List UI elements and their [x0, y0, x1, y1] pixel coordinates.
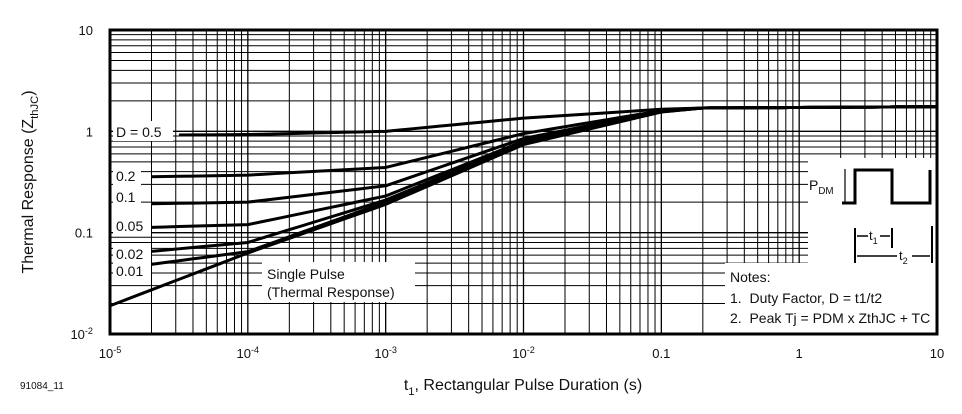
pulse-diagram-bg	[808, 158, 937, 263]
t2-label: t2	[899, 248, 908, 266]
notes-title: Notes:	[730, 269, 770, 285]
plot-frame	[108, 28, 939, 336]
series-label: 0.05	[116, 218, 143, 234]
single-pulse-label: (Thermal Response)	[267, 284, 395, 300]
x-tick-label: 0.1	[652, 346, 670, 361]
pulse-waveform	[842, 168, 932, 205]
series-line-single-pulse	[109, 105, 938, 308]
x-tick-label: 1	[796, 346, 803, 361]
notes-bg	[725, 263, 937, 333]
series-label: 0.01	[116, 263, 143, 279]
series-label: 0.02	[116, 246, 143, 262]
x-tick-label: 10-3	[374, 345, 397, 361]
x-tick-label: 10-5	[99, 345, 122, 361]
series-label: 0.2	[116, 168, 136, 184]
series-label: D = 0.5	[116, 124, 162, 140]
x-tick-label: 10-4	[237, 345, 260, 361]
label-bg	[113, 121, 173, 141]
note-2: 2. Peak Tj = PDM x ZthJC + TC	[730, 310, 931, 326]
note-1: 1. Duty Factor, D = t1/t2	[730, 290, 883, 306]
series-label: 0.1	[116, 189, 136, 205]
t1-label: t1	[869, 228, 878, 246]
label-bg	[113, 215, 151, 235]
label-bg	[113, 190, 141, 208]
y-axis-title: Thermal Response (ZthJC)	[20, 90, 41, 273]
y-tick-label: 10	[79, 23, 93, 38]
label-bg	[113, 243, 151, 261]
label-bg	[262, 262, 415, 302]
y-tick-label: 10-2	[70, 326, 93, 342]
pdm-label: PDM	[809, 177, 834, 197]
x-tick-label: 10-2	[512, 345, 535, 361]
x-axis-title: t1, Rectangular Pulse Duration (s)	[404, 377, 642, 398]
label-bg	[113, 165, 141, 187]
label-bg	[113, 262, 151, 280]
single-pulse-label: Single Pulse	[267, 266, 345, 282]
x-tick-label: 10	[930, 346, 944, 361]
y-tick-label: 1	[86, 124, 93, 139]
figure-id: 91084_11	[20, 381, 64, 392]
y-tick-label: 0.1	[75, 226, 93, 241]
